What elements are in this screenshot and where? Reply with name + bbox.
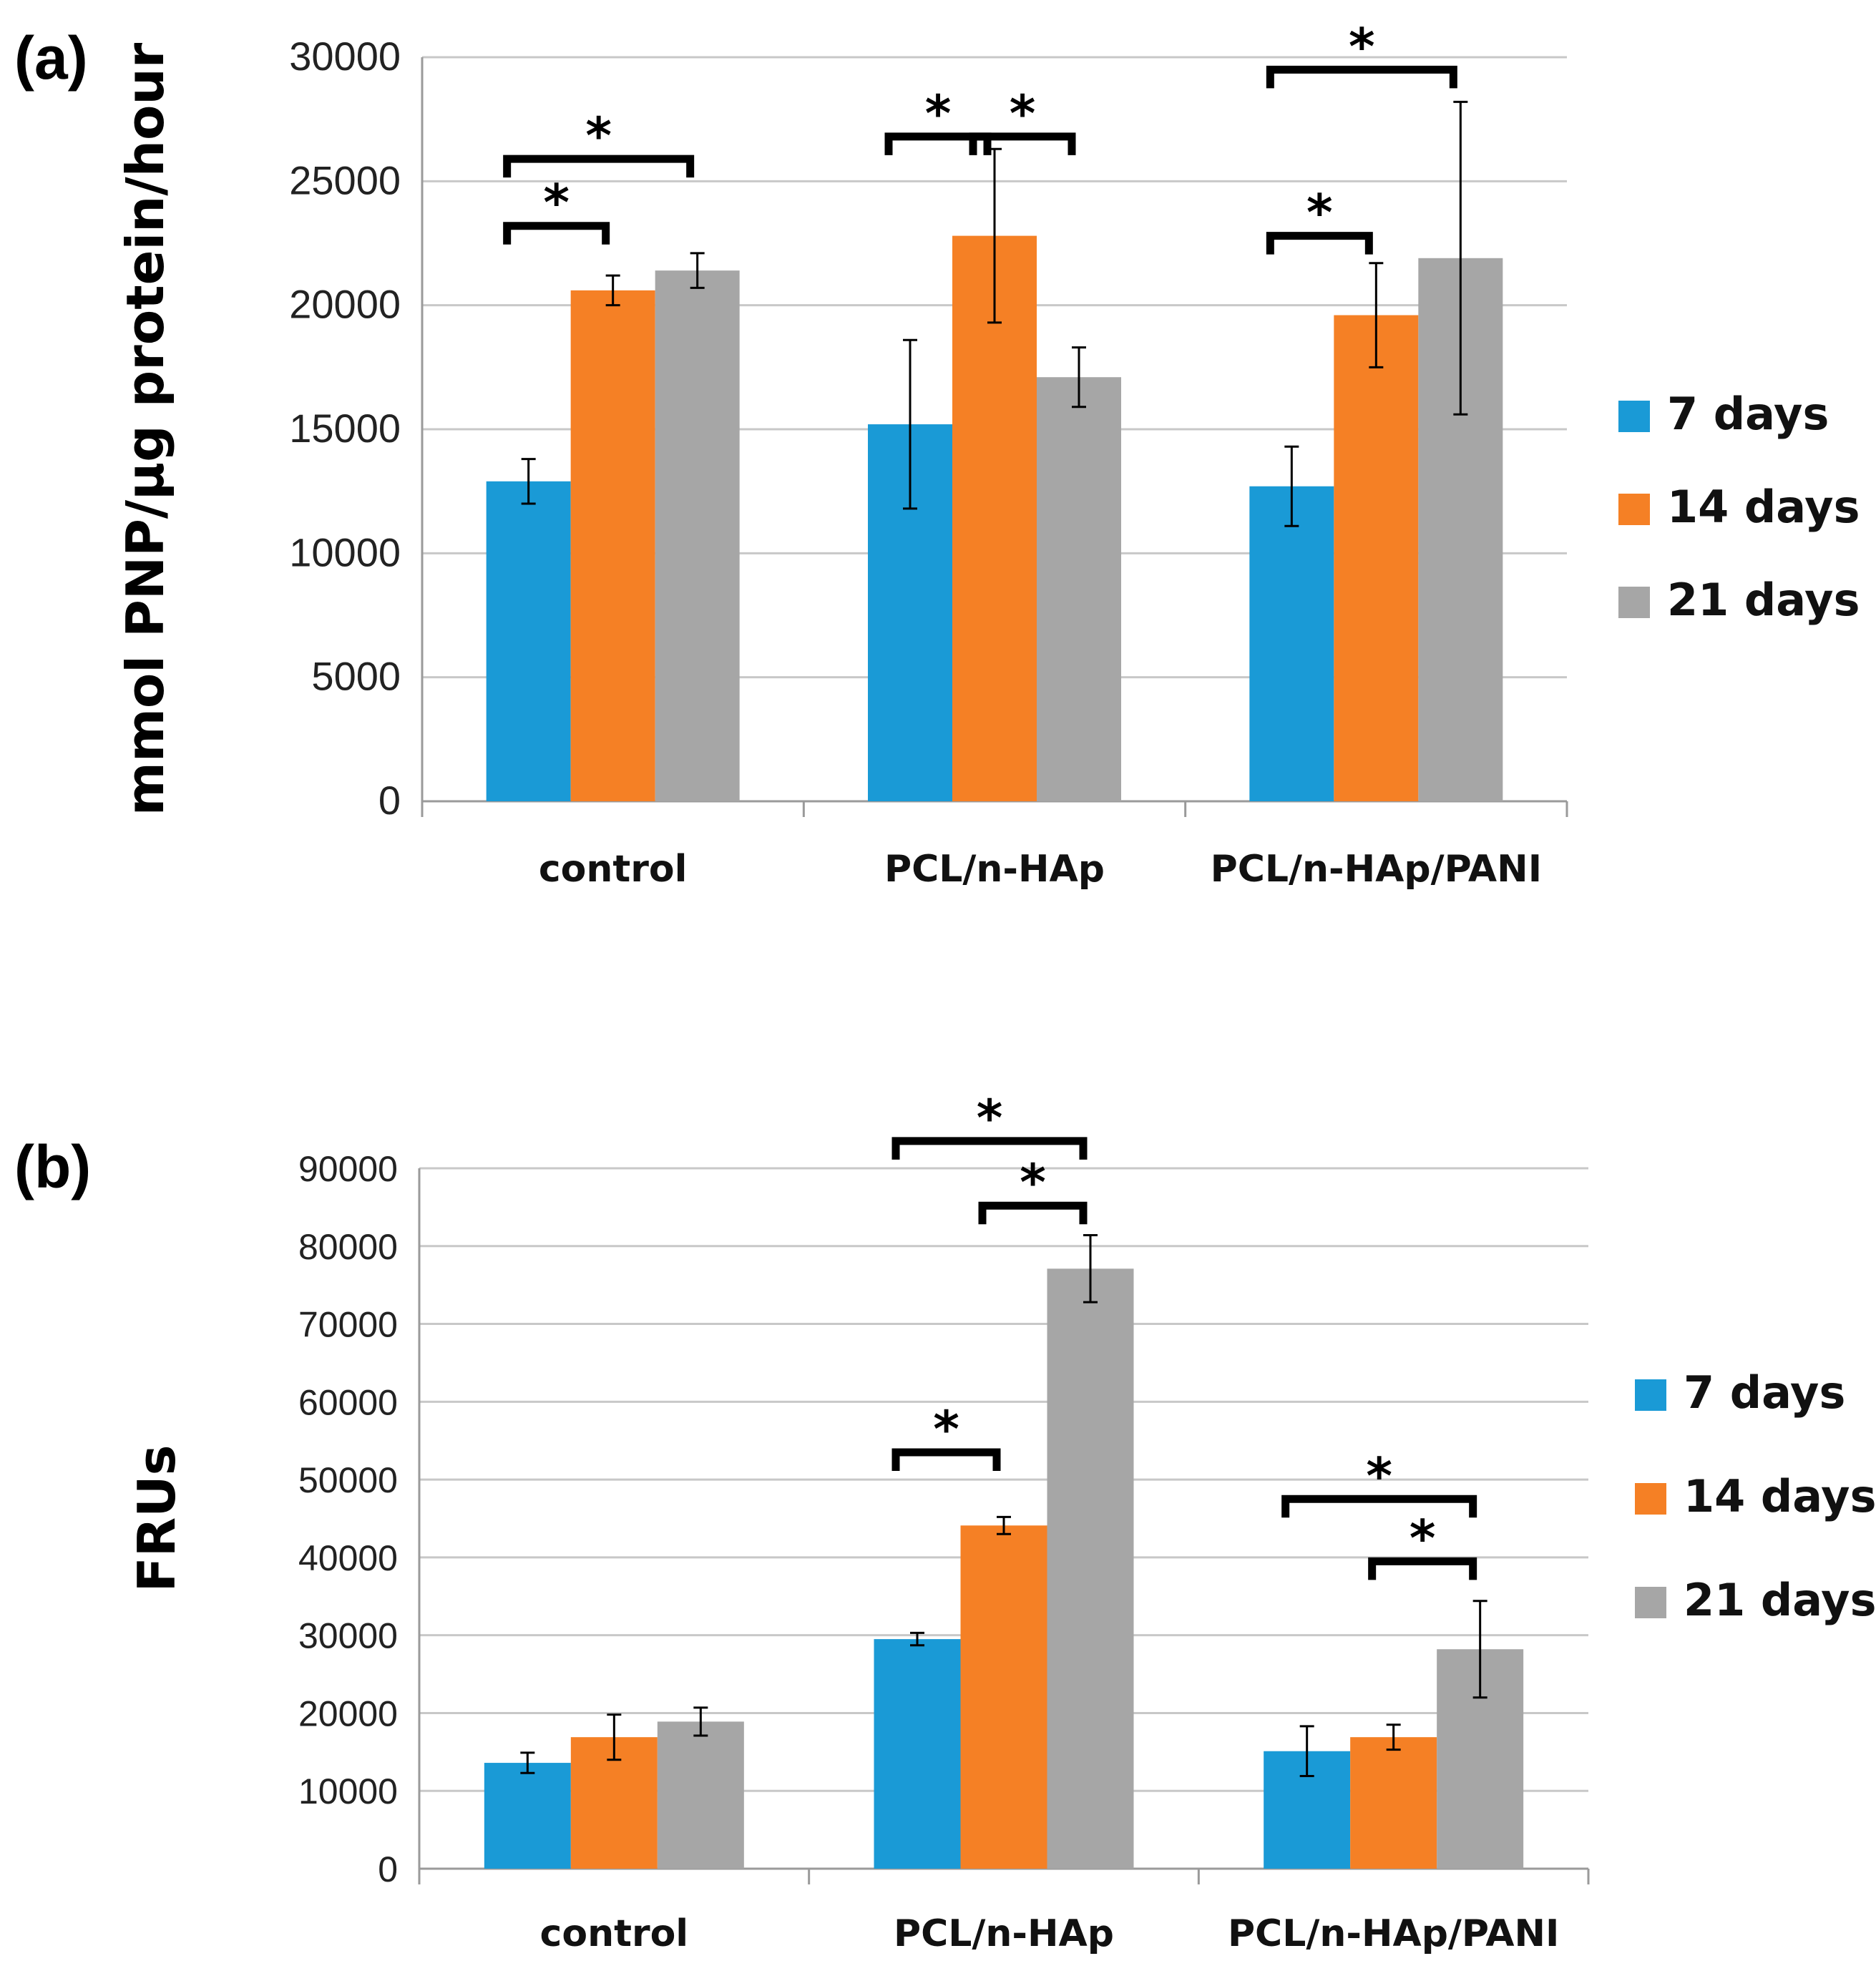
bar-7-days-PCL-n-HAp [874, 1639, 961, 1869]
legend-label: 14 days [1684, 1470, 1876, 1522]
legend-swatch [1635, 1379, 1666, 1411]
significance-bracket [891, 1448, 1001, 1472]
y-tick-label: 0 [378, 778, 401, 823]
panel-label: (a) [14, 24, 88, 92]
error-bar [521, 458, 536, 505]
significance-star: * [977, 1089, 1003, 1148]
significance-star: * [543, 174, 570, 233]
y-tick-label: 10000 [289, 529, 401, 574]
y-tick-label: 80000 [298, 1227, 398, 1267]
error-bar [520, 1751, 535, 1774]
legend-swatch [1635, 1483, 1666, 1515]
significance-bracket [978, 1201, 1088, 1225]
significance-star: * [925, 84, 952, 143]
y-tick-label: 30000 [298, 1616, 398, 1656]
significance-star: * [933, 1400, 959, 1459]
x-tick-label: control [539, 848, 688, 891]
y-tick-label: 60000 [298, 1382, 398, 1422]
y-axis-label: FRUs [127, 1445, 187, 1593]
significance-bracket [1368, 1557, 1477, 1580]
bar-7-days-control [484, 1763, 571, 1869]
error-bar [1072, 346, 1086, 409]
y-tick-label: 20000 [298, 1693, 398, 1733]
error-bar [903, 338, 917, 510]
legend-swatch [1618, 401, 1650, 432]
y-tick-label: 5000 [311, 654, 401, 699]
bar-14-days-control [570, 290, 655, 801]
legend-swatch [1618, 494, 1650, 525]
significance-bracket [503, 222, 610, 245]
x-tick-label: PCL/n-HAp [894, 1912, 1114, 1955]
error-bar [607, 1713, 622, 1761]
significance-star: * [1010, 84, 1036, 143]
legend-label: 21 days [1667, 574, 1860, 626]
y-tick-label: 70000 [298, 1305, 398, 1345]
y-tick-label: 40000 [298, 1538, 398, 1578]
bar-14-days-PCL-n-HAp-PANI [1350, 1737, 1437, 1869]
legend-label: 21 days [1684, 1574, 1876, 1626]
significance-bracket [1281, 1495, 1477, 1518]
y-tick-label: 15000 [289, 406, 401, 451]
bar-21-days-PCL-n-HAp [1047, 1268, 1134, 1869]
bar-7-days-PCL-n-HAp-PANI [1249, 486, 1334, 801]
legend-swatch [1618, 587, 1650, 618]
legend-label: 7 days [1684, 1366, 1845, 1419]
y-tick-label: 10000 [298, 1771, 398, 1811]
significance-star: * [1349, 17, 1375, 76]
y-axis-label: mmol PNP/µg protein/hour [115, 42, 175, 816]
significance-star: * [585, 107, 612, 165]
bar-14-days-PCL-n-HAp [952, 235, 1037, 802]
y-tick-label: 90000 [298, 1149, 398, 1189]
bar-21-days-control [655, 270, 740, 802]
error-bar [910, 1631, 924, 1647]
x-tick-label: PCL/n-HAp [884, 848, 1105, 891]
legend-swatch [1635, 1587, 1666, 1618]
error-bar [1299, 1725, 1314, 1778]
chart-panel-b: (b) 0 10000 20000 30000 40000 50000 60000 70000 8… [14, 1089, 1876, 1955]
y-tick-label: 30000 [289, 34, 401, 79]
error-bar [1472, 1600, 1487, 1699]
error-bar [693, 1706, 708, 1737]
y-tick-label: 20000 [289, 282, 401, 327]
x-tick-label: PCL/n-HAp/PANI [1228, 1912, 1559, 1955]
significance-star: * [1020, 1153, 1046, 1212]
error-bar [1284, 445, 1299, 527]
error-bar [1453, 100, 1468, 416]
y-tick-label: 50000 [298, 1460, 398, 1500]
significance-bracket [891, 1137, 1088, 1160]
significance-bracket [1266, 65, 1457, 89]
bar-14-days-PCL-n-HAp [960, 1525, 1047, 1869]
significance-star: * [1410, 1509, 1436, 1567]
significance-bracket [969, 132, 1076, 155]
x-tick-label: PCL/n-HAp/PANI [1211, 848, 1542, 891]
error-bar [1386, 1723, 1401, 1751]
chart-panel-a: (a) 0 5000 10000 15000 20000 25000 30000 mmol PN… [14, 17, 1860, 891]
y-tick-label: 25000 [289, 157, 401, 202]
error-bar [605, 274, 620, 307]
bar-21-days-control [657, 1721, 744, 1869]
significance-bracket [884, 132, 992, 155]
y-tick-label: 0 [378, 1849, 398, 1889]
panel-label: (b) [14, 1133, 91, 1200]
significance-bracket [1266, 232, 1373, 255]
error-bar [997, 1515, 1011, 1535]
significance-star: * [1306, 184, 1333, 243]
legend-label: 14 days [1667, 481, 1860, 533]
significance-star: * [1366, 1447, 1392, 1505]
legend-label: 7 days [1667, 388, 1829, 440]
bar-21-days-PCL-n-HAp [1037, 377, 1121, 801]
error-bar [1369, 262, 1384, 368]
error-bar [690, 252, 705, 289]
error-bar [1083, 1234, 1098, 1304]
x-tick-label: control [540, 1912, 689, 1955]
bar-14-days-PCL-n-HAp-PANI [1334, 315, 1419, 801]
bar-7-days-control [486, 481, 571, 801]
significance-bracket [503, 155, 695, 178]
